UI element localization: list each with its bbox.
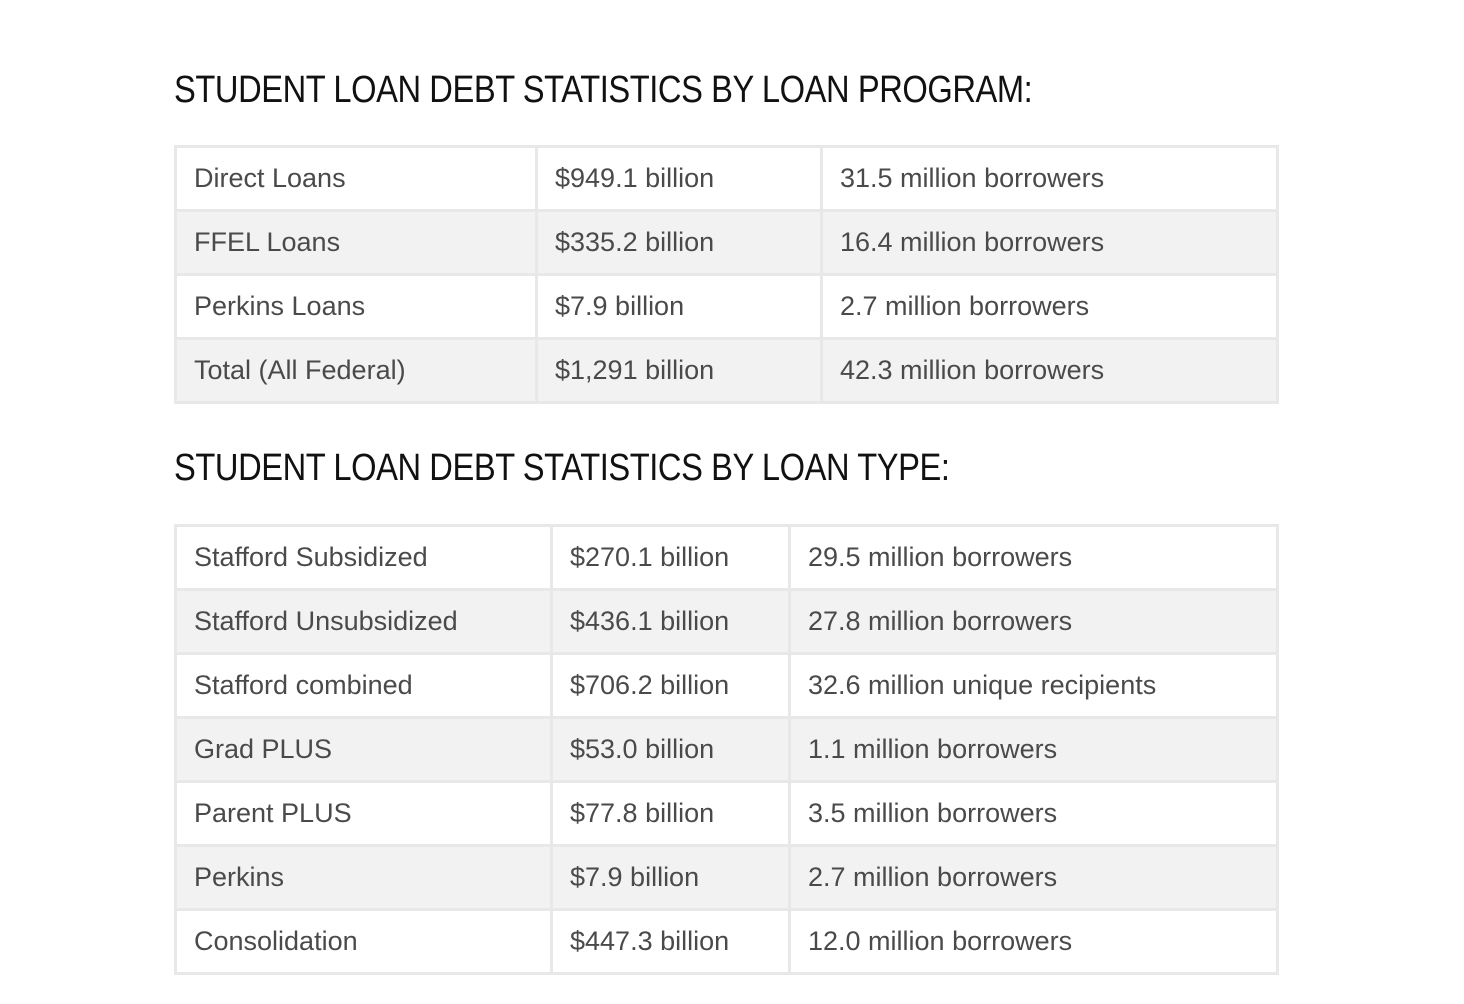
loan-amount: $949.1 billion (535, 145, 823, 212)
loan-type-name: Stafford combined (174, 652, 553, 719)
loan-type-heading: STUDENT LOAN DEBT STATISTICS BY LOAN TYP… (174, 447, 950, 489)
table-row: FFEL Loans $335.2 billion 16.4 million b… (174, 209, 1279, 276)
borrower-count: 1.1 million borrowers (788, 716, 1279, 783)
loan-program-name: Direct Loans (174, 145, 538, 212)
loan-amount: $53.0 billion (550, 716, 791, 783)
loan-type-name: Consolidation (174, 908, 553, 975)
table-row: Stafford Subsidized $270.1 billion 29.5 … (174, 524, 1279, 591)
loan-amount: $706.2 billion (550, 652, 791, 719)
borrower-count: 3.5 million borrowers (788, 780, 1279, 847)
loan-amount: $7.9 billion (535, 273, 823, 340)
table-row: Perkins Loans $7.9 billion 2.7 million b… (174, 273, 1279, 340)
loan-type-name: Perkins (174, 844, 553, 911)
table-row: Grad PLUS $53.0 billion 1.1 million borr… (174, 716, 1279, 783)
borrower-count: 29.5 million borrowers (788, 524, 1279, 591)
loan-type-name: Stafford Subsidized (174, 524, 553, 591)
table-row: Consolidation $447.3 billion 12.0 millio… (174, 908, 1279, 975)
borrower-count: 42.3 million borrowers (820, 337, 1279, 404)
loan-amount: $77.8 billion (550, 780, 791, 847)
borrower-count: 31.5 million borrowers (820, 145, 1279, 212)
table-row: Stafford combined $706.2 billion 32.6 mi… (174, 652, 1279, 719)
loan-type-table: Stafford Subsidized $270.1 billion 29.5 … (174, 524, 1279, 975)
loan-program-table: Direct Loans $949.1 billion 31.5 million… (174, 145, 1279, 404)
borrower-count: 32.6 million unique recipients (788, 652, 1279, 719)
loan-type-name: Parent PLUS (174, 780, 553, 847)
table-row: Stafford Unsubsidized $436.1 billion 27.… (174, 588, 1279, 655)
borrower-count: 2.7 million borrowers (820, 273, 1279, 340)
loan-amount: $335.2 billion (535, 209, 823, 276)
borrower-count: 16.4 million borrowers (820, 209, 1279, 276)
loan-amount: $436.1 billion (550, 588, 791, 655)
table-row: Parent PLUS $77.8 billion 3.5 million bo… (174, 780, 1279, 847)
borrower-count: 2.7 million borrowers (788, 844, 1279, 911)
loan-amount: $7.9 billion (550, 844, 791, 911)
borrower-count: 12.0 million borrowers (788, 908, 1279, 975)
table-row-total: Total (All Federal) $1,291 billion 42.3 … (174, 337, 1279, 404)
loan-amount: $447.3 billion (550, 908, 791, 975)
loan-amount: $270.1 billion (550, 524, 791, 591)
loan-program-name: Perkins Loans (174, 273, 538, 340)
loan-type-name: Grad PLUS (174, 716, 553, 783)
loan-program-name: Total (All Federal) (174, 337, 538, 404)
table-row: Direct Loans $949.1 billion 31.5 million… (174, 145, 1279, 212)
loan-amount: $1,291 billion (535, 337, 823, 404)
borrower-count: 27.8 million borrowers (788, 588, 1279, 655)
loan-program-heading: STUDENT LOAN DEBT STATISTICS BY LOAN PRO… (174, 69, 1033, 111)
table-row: Perkins $7.9 billion 2.7 million borrowe… (174, 844, 1279, 911)
loan-type-name: Stafford Unsubsidized (174, 588, 553, 655)
loan-program-name: FFEL Loans (174, 209, 538, 276)
